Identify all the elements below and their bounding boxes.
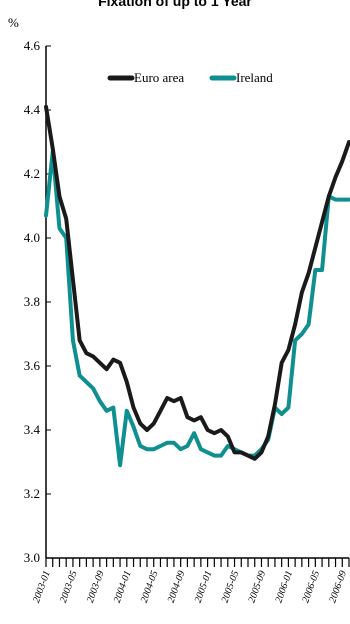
- x-tick-label: 2004-09: [166, 569, 188, 604]
- legend-item-ireland: Ireland: [209, 70, 273, 85]
- series-line-euro-area: [44, 104, 350, 461]
- y-axis-unit-label: %: [8, 15, 19, 30]
- y-tick-label: 4.6: [24, 38, 41, 53]
- chart-title: Fixation of up to 1 Year: [98, 0, 252, 9]
- y-tick-label: 3.2: [24, 486, 40, 501]
- x-tick-label: 2003-05: [58, 569, 80, 604]
- x-tick-label: 2006-09: [327, 569, 349, 604]
- y-tick-label: 3.4: [24, 422, 41, 437]
- legend-label: Euro area: [134, 70, 184, 85]
- x-tick-label: 2003-01: [31, 569, 53, 604]
- legend-label: Ireland: [236, 70, 273, 85]
- y-tick-label: 4.0: [24, 230, 40, 245]
- y-tick-label: 3.8: [24, 294, 40, 309]
- legend-item-euro-area: Euro area: [107, 70, 184, 85]
- y-tick-label: 3.6: [24, 358, 41, 373]
- x-tick-label: 2003-09: [85, 569, 107, 604]
- y-tick-label: 3.0: [24, 550, 40, 565]
- series-line-ireland: [44, 149, 350, 468]
- x-tick-label: 2005-09: [247, 569, 269, 604]
- y-tick-label: 4.4: [24, 102, 41, 117]
- x-tick-label: 2004-05: [139, 569, 161, 604]
- y-tick-label: 4.2: [24, 166, 40, 181]
- x-tick-label: 2005-05: [220, 569, 242, 604]
- x-tick-label: 2006-01: [273, 569, 295, 604]
- x-tick-label: 2004-01: [112, 569, 134, 604]
- x-tick-label: 2006-05: [300, 569, 322, 604]
- x-tick-label: 2005-01: [193, 569, 215, 604]
